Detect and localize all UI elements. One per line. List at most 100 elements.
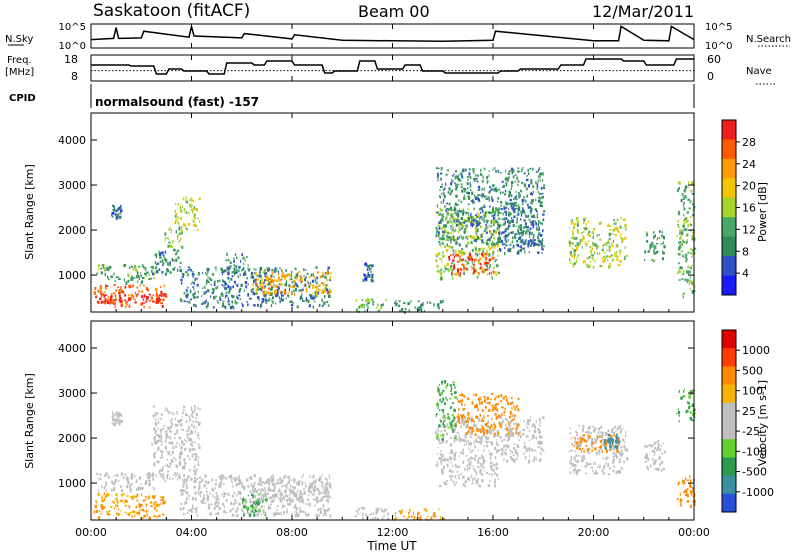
data-region <box>96 264 156 285</box>
y-tick-label: 1000 <box>58 269 86 282</box>
colorbar-swatch <box>722 197 736 218</box>
date-title: 12/Mar/2011 <box>592 2 694 21</box>
nsky-label: N.Sky <box>5 34 33 45</box>
data-region <box>354 506 390 521</box>
colorbar-swatch <box>722 366 736 386</box>
cpid-text: normalsound (fast) -157 <box>95 95 259 109</box>
data-region <box>435 207 500 281</box>
colorbar-tick-label: 500 <box>742 364 763 377</box>
colorbar-tick-label: -100 <box>742 445 767 458</box>
colorbar-tick-label: 100 <box>742 385 763 398</box>
cpid-label: CPID <box>9 93 36 104</box>
nsky-line <box>90 25 695 43</box>
nave-label: Nave <box>746 66 772 77</box>
colorbar-swatch <box>722 402 736 422</box>
data-region <box>251 478 332 503</box>
data-region <box>151 405 201 483</box>
data-region <box>499 415 545 464</box>
colorbar-tick-label: 28 <box>742 136 756 149</box>
power-heatmap <box>93 167 697 314</box>
data-region <box>644 440 666 472</box>
data-region <box>96 471 155 493</box>
data-region <box>111 411 123 427</box>
y-tick-label: 3000 <box>58 179 86 192</box>
y-tick-label: 2000 <box>58 224 86 237</box>
nsearch-label: N.Search <box>746 34 791 45</box>
data-region <box>179 474 332 518</box>
colorbar-swatch <box>722 330 736 349</box>
freq-tick-bottom: 8 <box>71 70 78 83</box>
time-axis: 00:00 04:00 08:00 12:00 16:00 20:00 00:00 <box>75 24 710 539</box>
y-tick-label: 3000 <box>58 387 86 400</box>
y-tick-label: 1000 <box>58 477 86 490</box>
colorbar-swatch <box>722 475 736 495</box>
y-tick-label: 4000 <box>58 134 86 147</box>
colorbar-swatch <box>722 493 736 513</box>
power-colorbar-label: Power [dB] <box>756 182 769 242</box>
colorbar-tick-label: -500 <box>742 466 767 479</box>
velocity-colorbar-label: Velocity [m s-1] <box>756 380 769 466</box>
colorbar-swatch <box>722 348 736 367</box>
data-region <box>252 270 332 297</box>
data-region <box>93 492 166 520</box>
data-region <box>676 181 697 299</box>
velocity-y-axis: 4000 3000 2000 1000 <box>58 342 694 490</box>
colorbar-swatch <box>722 384 736 404</box>
freq-label-line1: Freq. <box>7 55 32 66</box>
data-region <box>362 262 374 283</box>
data-region <box>393 508 445 522</box>
data-region <box>603 433 621 450</box>
nsky-tick-bottom: 10^0 <box>59 41 86 52</box>
colorbar-tick-label: -25 <box>742 425 760 438</box>
colorbar-swatch <box>722 457 736 477</box>
data-region <box>164 226 184 253</box>
data-region <box>568 216 628 269</box>
data-region <box>435 380 457 441</box>
colorbar-tick-label: -1000 <box>742 486 774 499</box>
velocity-ylabel: Slant Range [km] <box>23 373 36 469</box>
power-ylabel: Slant Range [km] <box>23 164 36 260</box>
data-region <box>435 415 500 488</box>
nsearch-tick-bottom: 10^0 <box>705 41 732 52</box>
power-colorbar: 28 24 20 16 12 8 4 <box>721 119 756 296</box>
data-region <box>435 167 546 247</box>
freq-tick-top: 18 <box>64 53 78 66</box>
data-region <box>448 252 495 276</box>
data-region <box>676 388 696 423</box>
colorbar-swatch <box>722 256 736 276</box>
time-tick-label: 16:00 <box>477 526 509 539</box>
data-region <box>643 230 666 263</box>
data-region <box>676 475 696 509</box>
colorbar-swatch <box>722 217 736 238</box>
y-tick-label: 2000 <box>58 432 86 445</box>
data-region <box>174 196 201 233</box>
colorbar-swatch <box>722 120 736 140</box>
y-tick-label: 4000 <box>58 342 86 355</box>
power-y-axis: 4000 3000 2000 1000 <box>58 134 694 282</box>
time-axis-label: Time UT <box>366 539 417 553</box>
colorbar-tick-label: 1000 <box>742 344 770 357</box>
data-region <box>225 252 251 276</box>
colorbar-tick-label: 4 <box>742 267 749 280</box>
data-region <box>498 207 546 256</box>
colorbar-swatch <box>722 439 736 458</box>
time-tick-label: 20:00 <box>578 526 610 539</box>
data-region <box>241 493 268 517</box>
data-region <box>96 293 168 306</box>
nsearch-tick-top: 10^5 <box>705 22 732 33</box>
colorbar-tick-label: 24 <box>742 158 756 171</box>
data-region <box>111 204 123 220</box>
data-region <box>151 250 182 276</box>
time-tick-label: 08:00 <box>276 526 308 539</box>
velocity-heatmap <box>93 380 696 522</box>
time-tick-label: 12:00 <box>377 526 409 539</box>
colorbar-tick-label: 8 <box>742 245 749 258</box>
time-tick-label: 00:00 <box>75 526 107 539</box>
data-region <box>568 424 629 476</box>
colorbar-tick-label: 20 <box>742 180 756 193</box>
nave-tick-bottom: 0 <box>707 70 714 83</box>
beam-title: Beam 00 <box>358 2 430 21</box>
colorbar-swatch <box>722 421 736 440</box>
colorbar-tick-label: 25 <box>742 405 756 418</box>
